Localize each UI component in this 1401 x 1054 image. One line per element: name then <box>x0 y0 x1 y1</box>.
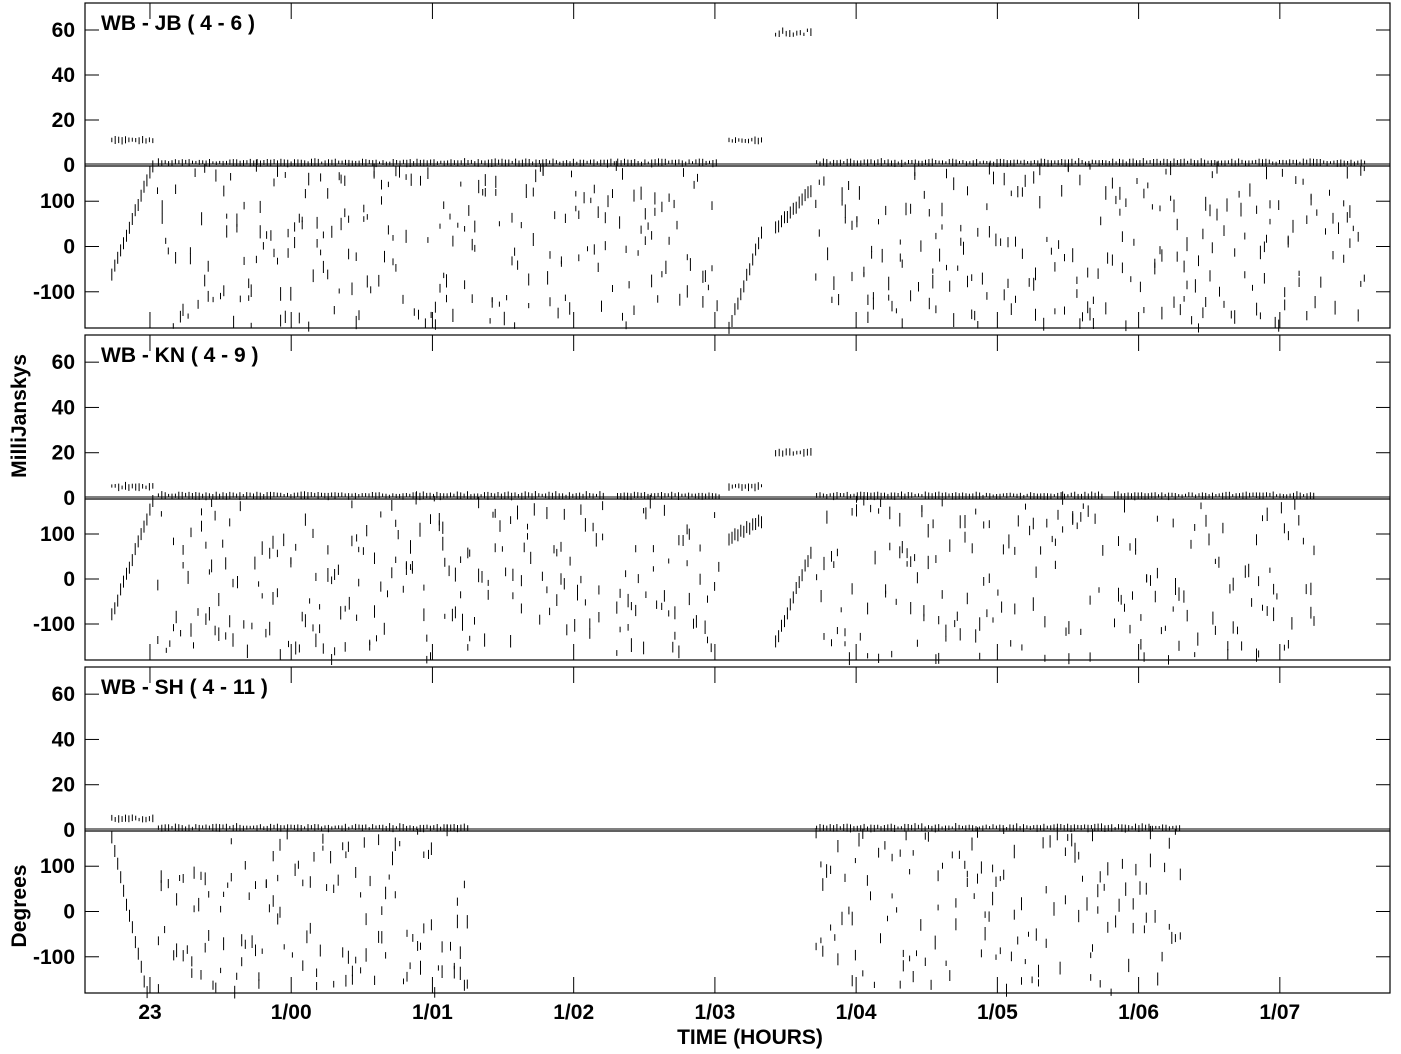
x-axis-title: TIME (HOURS) <box>677 1026 823 1049</box>
amp-tick-label: 0 <box>63 487 75 510</box>
phase-tick-label: -100 <box>33 613 75 636</box>
amp-tick-label: 0 <box>63 154 75 177</box>
panel-title: WB - KN ( 4 - 9 ) <box>101 344 259 367</box>
panel-3: 0 20 40 60 -100 0 100 WB - SH ( 4 - 11 ) <box>33 666 1391 999</box>
phase-tick-label: 0 <box>63 236 75 259</box>
amplitude-series <box>111 814 1181 833</box>
panel-1: 0 20 40 60 -100 0 100 WB - JB ( 4 - 6 ) <box>33 2 1391 334</box>
x-tick-label: 1/03 <box>694 1001 735 1024</box>
amp-tick-label: 60 <box>52 19 75 42</box>
phase-tick-label: 100 <box>40 523 75 546</box>
panel-title: WB - SH ( 4 - 11 ) <box>101 676 268 699</box>
amp-tick-label: 40 <box>52 64 75 87</box>
phase-tick-label: 0 <box>63 901 75 924</box>
x-tick-label: 23 <box>138 1001 161 1024</box>
x-tick-label: 1/00 <box>271 1001 312 1024</box>
phase-tick-label: 0 <box>63 568 75 591</box>
amp-tick-label: 40 <box>52 728 75 751</box>
x-tick-label: 1/07 <box>1259 1001 1300 1024</box>
phase-series <box>111 824 1181 999</box>
amp-tick-label: 20 <box>52 774 75 797</box>
phase-tick-label: -100 <box>33 946 75 969</box>
amp-tick-label: 20 <box>52 442 75 465</box>
amplitude-series <box>111 448 1315 501</box>
amp-tick-label: 20 <box>52 109 75 132</box>
phase-tick-label: 100 <box>40 190 75 213</box>
x-tick-label: 1/02 <box>553 1001 594 1024</box>
amp-tick-label: 0 <box>63 819 75 842</box>
y-axis-title-amplitude: MilliJanskys <box>8 354 31 478</box>
amp-tick-label: 60 <box>52 683 75 706</box>
panels-layer: 0 20 40 60 -100 0 100 WB - JB ( 4 - 6 ) 0 20 40 60 -… <box>33 2 1391 1024</box>
amplitude-series <box>111 27 1366 168</box>
panel-2: 0 20 40 60 -100 0 100 WB - KN ( 4 - 9 ) <box>33 334 1391 666</box>
amp-tick-label: 40 <box>52 396 75 419</box>
x-tick-label: 1/04 <box>836 1001 877 1024</box>
panel-title: WB - JB ( 4 - 6 ) <box>101 12 255 35</box>
x-tick-label: 1/05 <box>977 1001 1018 1024</box>
x-tick-label: 1/06 <box>1118 1001 1159 1024</box>
phase-series <box>111 491 1315 666</box>
x-tick-label: 1/01 <box>412 1001 453 1024</box>
phase-tick-label: 100 <box>40 855 75 878</box>
amp-tick-label: 60 <box>52 351 75 374</box>
phase-tick-label: -100 <box>33 281 75 304</box>
panel-frame <box>84 666 1391 994</box>
y-axis-title-phase: Degrees <box>8 865 31 948</box>
phase-series <box>111 159 1365 334</box>
